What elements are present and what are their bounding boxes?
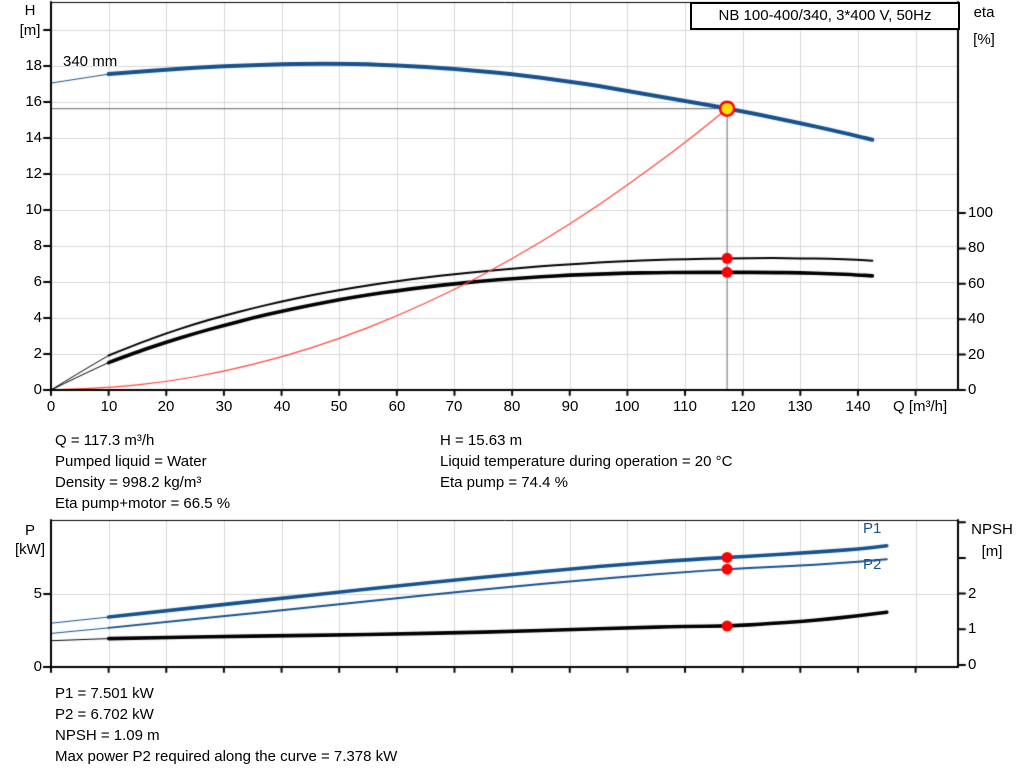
eta-axis-unit: [%] — [973, 31, 995, 48]
tick-label: 16 — [25, 93, 42, 110]
duty-info-left: Q = 117.3 m³/h Pumped liquid = Water Den… — [55, 430, 230, 514]
p-axis-label: P — [24, 522, 35, 539]
tick-label: 40 — [273, 398, 291, 415]
info-eta-pump-motor: Eta pump+motor = 66.5 % — [55, 495, 231, 512]
info-head: H = 15.63 m — [440, 432, 523, 449]
tick-label: 80 — [503, 398, 521, 415]
tick-label: 4 — [33, 309, 42, 326]
info-liquid-temp: Liquid temperature during operation = 20… — [440, 453, 733, 470]
tick-label: 0 — [968, 656, 977, 673]
tick-label: 0 — [968, 381, 977, 398]
p1-curve-label: P1 — [863, 520, 882, 537]
tick-label: 90 — [561, 398, 579, 415]
tick-label: 8 — [33, 237, 42, 254]
tick-label: 10 — [100, 398, 118, 415]
tick-label: 1 — [968, 620, 977, 637]
tick-label: 14 — [25, 129, 42, 146]
h-axis-label: H — [24, 2, 36, 19]
info-pumped-liquid: Pumped liquid = Water — [55, 453, 207, 470]
h-axis-unit: [m] — [19, 22, 41, 39]
p2-curve-label: P2 — [863, 556, 882, 573]
info-p1: P1 = 7.501 kW — [55, 685, 154, 702]
tick-label: 0 — [33, 381, 42, 398]
npsh-axis-unit: [m] — [981, 543, 1003, 560]
tick-label: 80 — [968, 239, 985, 256]
tick-label: 2 — [968, 585, 977, 602]
tick-label: 5 — [33, 585, 42, 602]
impeller-diameter-label: 340 mm — [63, 53, 118, 70]
tick-label: 60 — [968, 275, 985, 292]
tick-label: 6 — [33, 273, 42, 290]
duty-info-right: H = 15.63 m Liquid temperature during op… — [440, 430, 732, 493]
tick-label: 60 — [388, 398, 406, 415]
tick-label: 10 — [25, 201, 42, 218]
tick-label: 12 — [25, 165, 42, 182]
npsh-axis-label: NPSH — [971, 521, 1013, 538]
tick-label: 30 — [215, 398, 233, 415]
tick-label: 40 — [968, 310, 985, 327]
tick-label: 100 — [968, 204, 994, 221]
pump-title: NB 100-400/340, 3*400 V, 50Hz — [718, 7, 932, 24]
pump-title-box: NB 100-400/340, 3*400 V, 50Hz — [690, 2, 960, 30]
p-axis-unit: [kW] — [15, 541, 45, 558]
info-p2: P2 = 6.702 kW — [55, 706, 154, 723]
info-max-p2: Max power P2 required along the curve = … — [55, 748, 398, 765]
info-flow: Q = 117.3 m³/h — [55, 432, 155, 449]
info-eta-pump: Eta pump = 74.4 % — [440, 474, 568, 491]
tick-label: 100 — [614, 398, 640, 415]
tick-label: 18 — [25, 57, 42, 74]
tick-label: 0 — [46, 398, 56, 415]
tick-label: 130 — [787, 398, 813, 415]
tick-label: 50 — [330, 398, 348, 415]
info-density: Density = 998.2 kg/m³ — [55, 474, 202, 491]
tick-label: 70 — [445, 398, 463, 415]
q-axis-label: Q [m³/h] — [893, 398, 948, 415]
tick-label: 20 — [968, 346, 985, 363]
tick-label: 120 — [730, 398, 756, 415]
tick-label: 20 — [157, 398, 175, 415]
tick-label: 110 — [673, 398, 697, 415]
tick-label: 140 — [845, 398, 871, 415]
eta-axis-label: eta — [973, 4, 995, 21]
tick-label: 0 — [33, 658, 42, 675]
power-info-block: P1 = 7.501 kW P2 = 6.702 kW NPSH = 1.09 … — [55, 683, 397, 767]
info-npsh: NPSH = 1.09 m — [55, 727, 160, 744]
tick-label: 2 — [33, 345, 42, 362]
